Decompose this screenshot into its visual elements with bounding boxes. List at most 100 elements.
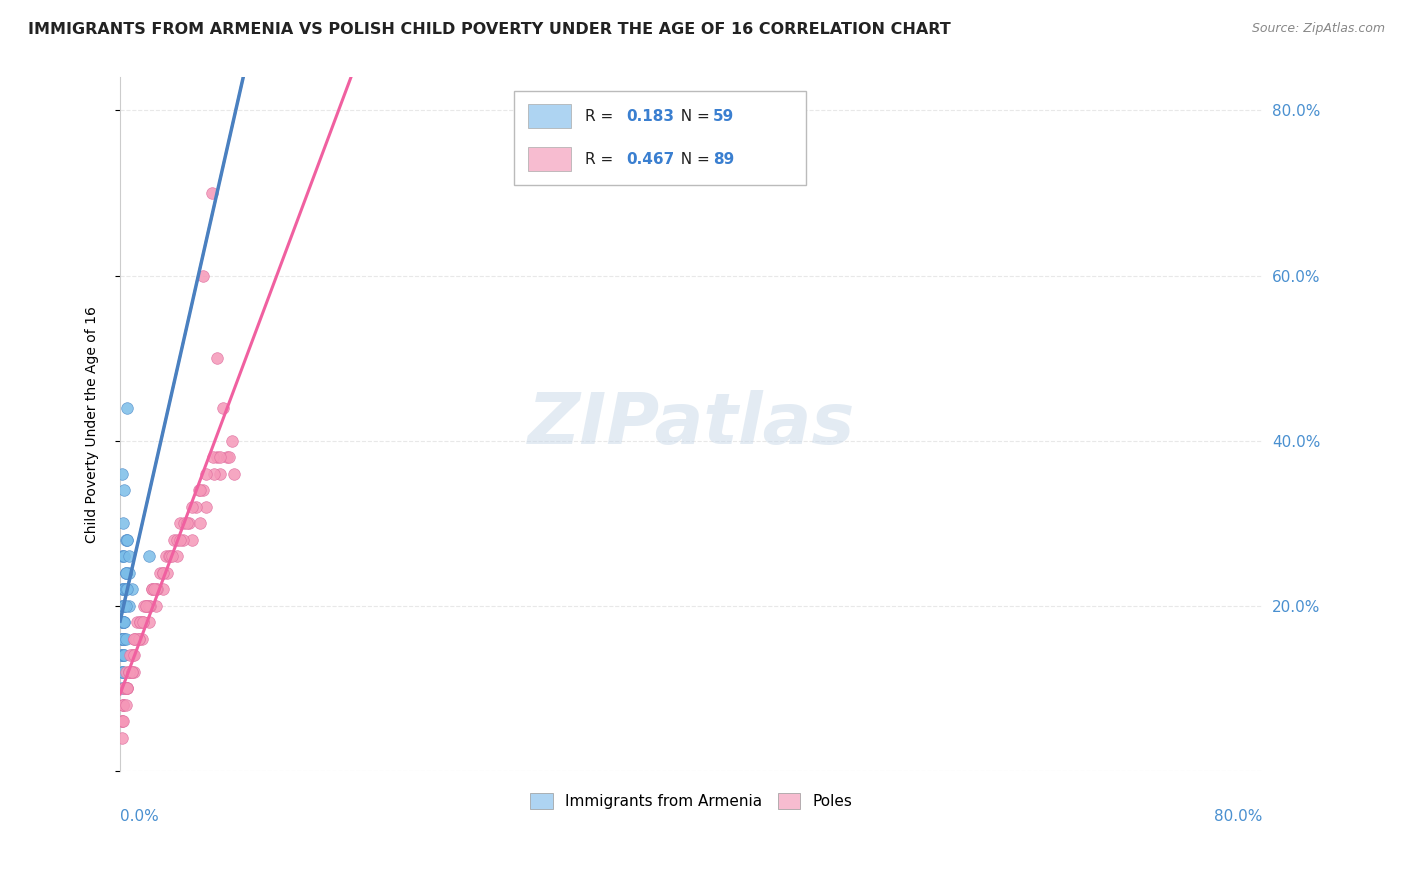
Point xyxy=(128,632,150,646)
Point xyxy=(117,401,139,415)
Point xyxy=(156,566,179,580)
Text: R =: R = xyxy=(585,152,619,167)
Point xyxy=(112,632,135,646)
Y-axis label: Child Poverty Under the Age of 16: Child Poverty Under the Age of 16 xyxy=(86,306,100,542)
Point xyxy=(152,582,174,596)
Point xyxy=(138,549,160,563)
Point xyxy=(112,648,135,662)
Point xyxy=(184,500,207,514)
Point xyxy=(118,665,141,679)
Point xyxy=(209,467,232,481)
Text: N =: N = xyxy=(671,109,714,124)
Point xyxy=(191,483,214,497)
Point xyxy=(132,615,155,629)
Point xyxy=(124,648,146,662)
Text: Source: ZipAtlas.com: Source: ZipAtlas.com xyxy=(1251,22,1385,36)
Point xyxy=(218,450,240,464)
Point xyxy=(110,665,132,679)
Point xyxy=(187,483,209,497)
Point xyxy=(138,615,160,629)
Point xyxy=(191,268,214,283)
Point xyxy=(117,681,139,695)
Point xyxy=(115,566,138,580)
Point xyxy=(111,698,134,712)
Point xyxy=(129,615,152,629)
Point xyxy=(117,582,139,596)
Point xyxy=(110,681,132,695)
Point xyxy=(115,698,138,712)
Point xyxy=(112,599,135,613)
Point xyxy=(163,533,186,547)
Point xyxy=(110,714,132,729)
Point xyxy=(152,566,174,580)
Point xyxy=(110,632,132,646)
Point xyxy=(110,648,132,662)
Point xyxy=(111,615,134,629)
Point xyxy=(159,549,181,563)
Point xyxy=(143,582,166,596)
Point xyxy=(169,533,191,547)
Point xyxy=(201,450,224,464)
Point xyxy=(115,632,138,646)
Text: IMMIGRANTS FROM ARMENIA VS POLISH CHILD POVERTY UNDER THE AGE OF 16 CORRELATION : IMMIGRANTS FROM ARMENIA VS POLISH CHILD … xyxy=(28,22,950,37)
Point xyxy=(125,632,148,646)
Point xyxy=(111,698,134,712)
Point xyxy=(145,582,167,596)
Point xyxy=(118,549,141,563)
Point xyxy=(110,665,132,679)
Point xyxy=(224,467,246,481)
Point xyxy=(152,566,174,580)
Point xyxy=(180,500,202,514)
Point xyxy=(188,483,211,497)
Point xyxy=(111,615,134,629)
Point xyxy=(209,450,232,464)
Point xyxy=(110,582,132,596)
Point xyxy=(145,599,167,613)
Point xyxy=(111,632,134,646)
Point xyxy=(111,516,134,530)
Point xyxy=(115,599,138,613)
Point xyxy=(110,599,132,613)
Text: 80.0%: 80.0% xyxy=(1215,809,1263,824)
Text: ZIPatlas: ZIPatlas xyxy=(527,390,855,458)
Point xyxy=(166,549,188,563)
Point xyxy=(122,648,145,662)
Point xyxy=(121,665,143,679)
Point xyxy=(110,648,132,662)
Point xyxy=(112,582,135,596)
Point xyxy=(112,632,135,646)
Point xyxy=(111,599,134,613)
Point xyxy=(157,549,180,563)
Bar xyxy=(527,104,571,128)
Point xyxy=(111,632,134,646)
Point xyxy=(121,582,143,596)
Text: N =: N = xyxy=(671,152,714,167)
Point xyxy=(110,648,132,662)
Point xyxy=(111,599,134,613)
Point xyxy=(111,665,134,679)
Point xyxy=(135,599,157,613)
Point xyxy=(111,615,134,629)
Point xyxy=(110,731,132,745)
Point xyxy=(117,533,139,547)
Point xyxy=(155,549,177,563)
Point xyxy=(112,599,135,613)
Point xyxy=(112,483,135,497)
Point xyxy=(134,599,156,613)
Point xyxy=(149,566,172,580)
Point xyxy=(128,632,150,646)
Point xyxy=(139,599,162,613)
Point xyxy=(111,599,134,613)
Point xyxy=(221,434,243,448)
Point xyxy=(117,681,139,695)
Point xyxy=(110,632,132,646)
Point xyxy=(212,401,235,415)
Point xyxy=(194,500,217,514)
Point xyxy=(115,681,138,695)
Point xyxy=(166,533,188,547)
Bar xyxy=(527,147,571,171)
Point xyxy=(131,632,153,646)
Point xyxy=(110,467,132,481)
Point xyxy=(120,665,142,679)
Point xyxy=(112,599,135,613)
